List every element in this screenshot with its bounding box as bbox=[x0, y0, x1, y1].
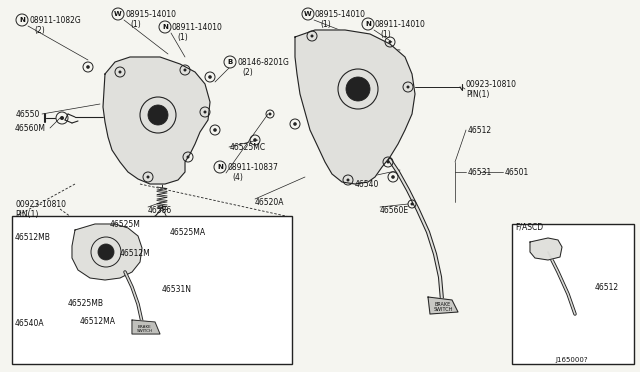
Circle shape bbox=[253, 138, 257, 142]
Text: PIN(1): PIN(1) bbox=[466, 90, 490, 99]
Text: N: N bbox=[365, 21, 371, 27]
Circle shape bbox=[346, 179, 349, 182]
Text: (2): (2) bbox=[34, 26, 45, 35]
Circle shape bbox=[79, 226, 81, 228]
Text: N: N bbox=[19, 17, 25, 23]
Text: 08915-14010: 08915-14010 bbox=[125, 10, 176, 19]
Text: (1): (1) bbox=[320, 19, 331, 29]
Polygon shape bbox=[295, 30, 415, 184]
Text: 46560M: 46560M bbox=[15, 124, 46, 132]
Polygon shape bbox=[132, 320, 160, 334]
Circle shape bbox=[406, 86, 410, 89]
Text: 08911-14010: 08911-14010 bbox=[172, 22, 223, 32]
Text: 46520A: 46520A bbox=[255, 198, 285, 206]
Text: W: W bbox=[114, 11, 122, 17]
Text: 08146-8201G: 08146-8201G bbox=[237, 58, 289, 67]
Text: 46512MA: 46512MA bbox=[80, 317, 116, 327]
Text: W: W bbox=[304, 11, 312, 17]
Circle shape bbox=[166, 231, 170, 233]
Circle shape bbox=[129, 229, 131, 231]
Text: 46512: 46512 bbox=[595, 282, 619, 292]
Text: 46540A: 46540A bbox=[15, 320, 45, 328]
Text: PIN(1): PIN(1) bbox=[15, 209, 38, 218]
Circle shape bbox=[293, 122, 297, 126]
Text: 46501: 46501 bbox=[505, 167, 529, 176]
Text: 46550: 46550 bbox=[15, 109, 40, 119]
Polygon shape bbox=[428, 297, 458, 314]
Text: 46531: 46531 bbox=[468, 167, 492, 176]
Circle shape bbox=[116, 277, 119, 279]
Text: 46525M: 46525M bbox=[110, 219, 141, 228]
Bar bbox=[512, 224, 634, 364]
Text: 46512: 46512 bbox=[468, 125, 492, 135]
Circle shape bbox=[208, 75, 212, 79]
Text: 08911-10837: 08911-10837 bbox=[227, 163, 278, 171]
Circle shape bbox=[60, 116, 64, 120]
Polygon shape bbox=[72, 224, 142, 280]
Text: 46512M: 46512M bbox=[120, 250, 151, 259]
Text: 46525MA: 46525MA bbox=[170, 228, 206, 237]
Text: 46512MB: 46512MB bbox=[15, 232, 51, 241]
Circle shape bbox=[269, 112, 271, 115]
Circle shape bbox=[23, 315, 27, 319]
Text: 08911-14010: 08911-14010 bbox=[375, 19, 426, 29]
Text: (1): (1) bbox=[380, 29, 391, 38]
Text: (1): (1) bbox=[177, 32, 188, 42]
Text: (1): (1) bbox=[130, 19, 141, 29]
Circle shape bbox=[148, 105, 168, 125]
Circle shape bbox=[213, 128, 217, 132]
Circle shape bbox=[79, 231, 81, 233]
Text: F/ASCD: F/ASCD bbox=[515, 222, 543, 231]
Text: 00923-10810: 00923-10810 bbox=[466, 80, 517, 89]
Circle shape bbox=[93, 241, 96, 243]
Polygon shape bbox=[103, 57, 210, 184]
Circle shape bbox=[98, 244, 114, 260]
Circle shape bbox=[184, 68, 186, 71]
Bar bbox=[12, 216, 292, 364]
Circle shape bbox=[118, 71, 122, 74]
Circle shape bbox=[139, 263, 141, 265]
Circle shape bbox=[388, 41, 392, 44]
Text: 46560E: 46560E bbox=[380, 205, 409, 215]
Text: B: B bbox=[227, 59, 232, 65]
Text: 08911-1082G: 08911-1082G bbox=[29, 16, 81, 25]
Polygon shape bbox=[530, 238, 562, 260]
Text: 46525MC: 46525MC bbox=[230, 142, 266, 151]
Text: BRAKE
SWITCH: BRAKE SWITCH bbox=[137, 325, 153, 333]
Text: 00923-10810: 00923-10810 bbox=[15, 199, 66, 208]
Circle shape bbox=[346, 77, 370, 101]
Text: 46531N: 46531N bbox=[162, 285, 192, 295]
Circle shape bbox=[204, 110, 207, 113]
Text: 46586: 46586 bbox=[148, 205, 172, 215]
Text: (4): (4) bbox=[232, 173, 243, 182]
Text: 46540: 46540 bbox=[355, 180, 380, 189]
Circle shape bbox=[310, 35, 314, 38]
Text: J165000?: J165000? bbox=[555, 357, 588, 363]
Text: 46525MB: 46525MB bbox=[68, 299, 104, 308]
Circle shape bbox=[583, 290, 587, 294]
Circle shape bbox=[391, 175, 395, 179]
Text: N: N bbox=[162, 24, 168, 30]
Circle shape bbox=[86, 65, 90, 69]
Text: N: N bbox=[217, 164, 223, 170]
Text: BRAKE
SWITCH: BRAKE SWITCH bbox=[433, 302, 452, 312]
Text: 08915-14010: 08915-14010 bbox=[315, 10, 366, 19]
Circle shape bbox=[387, 160, 390, 164]
Circle shape bbox=[410, 202, 413, 205]
Circle shape bbox=[186, 155, 189, 158]
Text: (2): (2) bbox=[242, 67, 253, 77]
Circle shape bbox=[147, 176, 150, 179]
Circle shape bbox=[86, 275, 90, 277]
